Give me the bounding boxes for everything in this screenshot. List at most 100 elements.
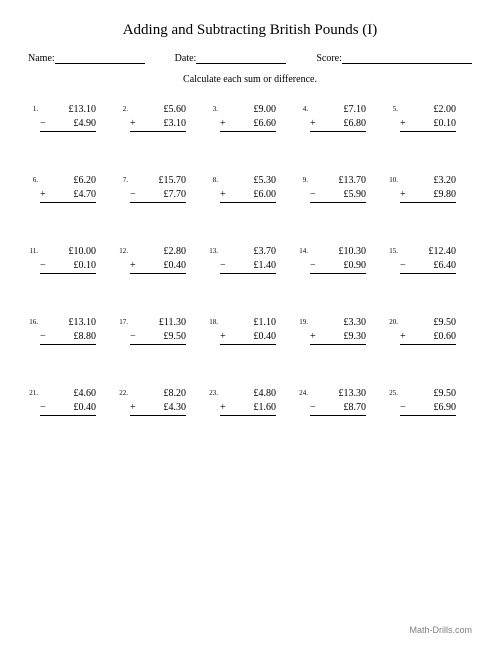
operand-b-row: − £0.90	[310, 259, 366, 275]
operand-b: £0.40	[254, 330, 277, 344]
operand-a: £3.70	[220, 245, 276, 259]
problem-number: 16.	[28, 316, 40, 326]
problem: 14.£10.30−£0.90	[298, 245, 382, 274]
operand-b-row: − £7.70	[130, 188, 186, 204]
operand-a: £9.50	[400, 316, 456, 330]
problem: 6.£6.20+£4.70	[28, 174, 112, 203]
problem-number: 12.	[118, 245, 130, 255]
problem-number: 6.	[28, 174, 40, 184]
operand-b-row: +£9.80	[400, 188, 456, 204]
operator: +	[400, 188, 406, 202]
operand-a: £13.10	[40, 316, 96, 330]
page-title: Adding and Subtracting British Pounds (I…	[28, 22, 472, 39]
problem-number: 9.	[298, 174, 310, 184]
operand-b: £0.10	[74, 259, 97, 273]
operand-b-row: +£0.10	[400, 117, 456, 133]
operand-b-row: − £8.70	[310, 401, 366, 417]
operand-b: £6.40	[434, 259, 457, 273]
operand-b-row: + £6.00	[220, 188, 276, 204]
operand-b-row: +£3.10	[130, 117, 186, 133]
operand-b: £6.90	[434, 401, 457, 415]
operand-b: £0.90	[344, 259, 367, 273]
problem-number: 2.	[118, 103, 130, 113]
operator: +	[220, 117, 226, 131]
operand-a: £10.30	[310, 245, 366, 259]
operator: −	[40, 117, 46, 131]
operator: −	[400, 259, 406, 273]
operand-b-row: +£9.30	[310, 330, 366, 346]
problem-body: £3.70−£1.40	[220, 245, 276, 274]
operator: −	[130, 188, 136, 202]
problem: 20.£9.50+£0.60	[388, 316, 472, 345]
operand-a: £9.50	[400, 387, 456, 401]
worksheet-page: Adding and Subtracting British Pounds (I…	[0, 0, 500, 647]
problem-body: £7.10+£6.80	[310, 103, 366, 132]
operator: +	[130, 259, 136, 273]
problem: 5.£2.00+£0.10	[388, 103, 472, 132]
problem-number: 15.	[388, 245, 400, 255]
operand-b-row: +£0.40	[220, 330, 276, 346]
date-blank	[196, 53, 286, 64]
operand-b-row: +£0.40	[130, 259, 186, 275]
problem-number: 18.	[208, 316, 220, 326]
problem-body: £6.20+£4.70	[40, 174, 96, 203]
problem: 4.£7.10+£6.80	[298, 103, 382, 132]
problem-body: £2.80+£0.40	[130, 245, 186, 274]
problem-body: £3.20+£9.80	[400, 174, 456, 203]
operand-b-row: −£8.80	[40, 330, 96, 346]
operand-b-row: +£4.30	[130, 401, 186, 417]
operand-b: £7.70	[164, 188, 187, 202]
problem: 7.£15.70−£7.70	[118, 174, 202, 203]
problem-body: £4.80+£1.60	[220, 387, 276, 416]
problem: 22.£8.20+£4.30	[118, 387, 202, 416]
operator: −	[310, 259, 316, 273]
problem: 12.£2.80+£0.40	[118, 245, 202, 274]
operator: −	[220, 259, 226, 273]
problem-number: 23.	[208, 387, 220, 397]
operand-a: £3.30	[310, 316, 366, 330]
operand-a: £9.00	[220, 103, 276, 117]
problem-number: 19.	[298, 316, 310, 326]
problem: 3.£9.00+£6.60	[208, 103, 292, 132]
operator: −	[130, 330, 136, 344]
operand-a: £5.30	[220, 174, 276, 188]
operator: +	[220, 188, 226, 202]
operator: +	[130, 401, 136, 415]
operand-b: £0.60	[434, 330, 457, 344]
operator: +	[310, 117, 316, 131]
problem: 8.£5.30+£6.00	[208, 174, 292, 203]
problem-number: 17.	[118, 316, 130, 326]
instruction-text: Calculate each sum or difference.	[28, 74, 472, 85]
problem: 10.£3.20+£9.80	[388, 174, 472, 203]
operand-a: £4.60	[40, 387, 96, 401]
operator: −	[400, 401, 406, 415]
problem-number: 24.	[298, 387, 310, 397]
operand-b: £6.00	[254, 188, 277, 202]
operand-b-row: + £6.80	[310, 117, 366, 133]
problem-body: £10.00−£0.10	[40, 245, 96, 274]
operand-b: £8.70	[344, 401, 367, 415]
operator: −	[310, 401, 316, 415]
problem-number: 13.	[208, 245, 220, 255]
problem-body: £4.60−£0.40	[40, 387, 96, 416]
problem: 19.£3.30+£9.30	[298, 316, 382, 345]
problem-number: 5.	[388, 103, 400, 113]
problem-number: 3.	[208, 103, 220, 113]
problem-body: £13.10−£8.80	[40, 316, 96, 345]
operand-b: £8.80	[74, 330, 97, 344]
problem-body: £9.50+£0.60	[400, 316, 456, 345]
problem: 18.£1.10+£0.40	[208, 316, 292, 345]
operand-b: £0.10	[434, 117, 457, 131]
problem: 16.£13.10−£8.80	[28, 316, 112, 345]
operand-b: £6.80	[344, 117, 367, 131]
operand-a: £8.20	[130, 387, 186, 401]
operand-b: £0.40	[74, 401, 97, 415]
operand-a: £5.60	[130, 103, 186, 117]
problem: 21.£4.60−£0.40	[28, 387, 112, 416]
problem-body: £13.70−£5.90	[310, 174, 366, 203]
operand-b-row: +£4.70	[40, 188, 96, 204]
problem: 13.£3.70−£1.40	[208, 245, 292, 274]
operand-b: £5.90	[344, 188, 367, 202]
problem-number: 11.	[28, 245, 40, 255]
operand-a: £13.30	[310, 387, 366, 401]
